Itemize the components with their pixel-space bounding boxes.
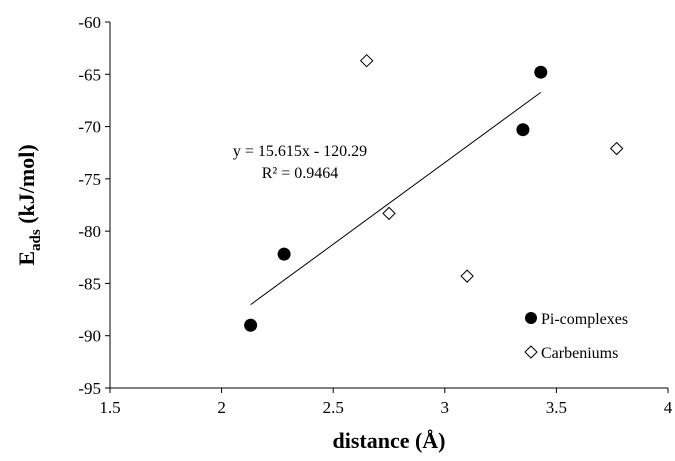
x-tick-label: 3.5 [546,398,567,417]
y-axis-title: Eads (kJ/mol) [14,144,44,265]
legend: Pi-complexes Carbeniums [524,311,628,362]
data-point-carbeniums [609,141,624,156]
x-tick-label: 2.5 [323,398,344,417]
legend-label-pi-complexes: Pi-complexes [541,311,628,328]
axes [109,22,668,389]
y-axis-title-unit: (kJ/mol) [14,144,39,229]
trendline-r-squared: R² = 0.9464 [262,165,339,182]
y-tick-label: -80 [78,222,101,241]
y-tick-label: -70 [78,118,101,137]
x-axis-title: distance (Å) [332,428,445,453]
data-points [244,53,624,332]
y-axis-title-main: E [14,251,39,266]
y-axis-title-subscript: ads [28,229,44,251]
x-tick-label: 3 [441,398,450,417]
trendline-equation: y = 15.615x - 120.29 [233,143,367,160]
y-tick-label: -90 [78,327,101,346]
legend-marker-pi-complexes [525,312,537,324]
x-tick-label: 1.5 [99,398,120,417]
data-point-carbeniums [359,53,374,68]
data-point-pi-complexes [244,318,258,332]
y-tick-label: -95 [78,379,101,398]
data-point-pi-complexes [534,65,548,79]
data-point-pi-complexes [277,247,291,261]
y-tick-label: -85 [78,274,101,293]
trendline [250,91,542,306]
x-tick-label: 2 [217,398,226,417]
data-point-carbeniums [460,269,474,283]
y-tick-label: -65 [78,65,101,84]
y-tick-label: -75 [78,170,101,189]
data-point-carbeniums [382,206,396,221]
legend-label-carbeniums: Carbeniums [541,345,618,362]
x-tick-label: 4 [664,398,673,417]
y-tick-label: -60 [78,13,101,32]
x-ticks: 1.5 2 2.5 3 3.5 4 [99,388,673,417]
legend-marker-carbeniums [524,345,538,359]
y-ticks: -60 -65 -70 -75 -80 -85 -90 -95 [78,13,110,398]
data-point-pi-complexes [516,123,530,137]
